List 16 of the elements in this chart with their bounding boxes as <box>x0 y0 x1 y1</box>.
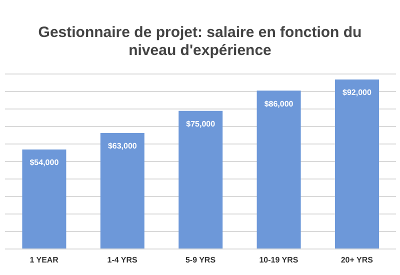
chart-title: Gestionnaire de projet: salaire en fonction du niveau d'expérience <box>37 23 363 60</box>
data-label: $86,000 <box>264 99 294 108</box>
x-tick-label: 10-19 YRS <box>259 256 299 265</box>
data-label: $54,000 <box>30 158 60 168</box>
bar <box>335 80 380 249</box>
x-tick-label: 1-4 YRS <box>107 256 138 265</box>
bar <box>178 110 223 249</box>
data-label: $63,000 <box>108 142 138 151</box>
bar <box>22 150 66 249</box>
x-tick-label: 20+ YRS <box>340 256 374 265</box>
bar <box>100 132 144 249</box>
data-label: $75,000 <box>186 120 216 129</box>
x-tick-label: 1 YEAR <box>30 256 59 265</box>
data-label: $92,000 <box>342 88 372 98</box>
x-tick-label: 5-9 YRS <box>185 256 216 265</box>
bar <box>256 90 301 249</box>
